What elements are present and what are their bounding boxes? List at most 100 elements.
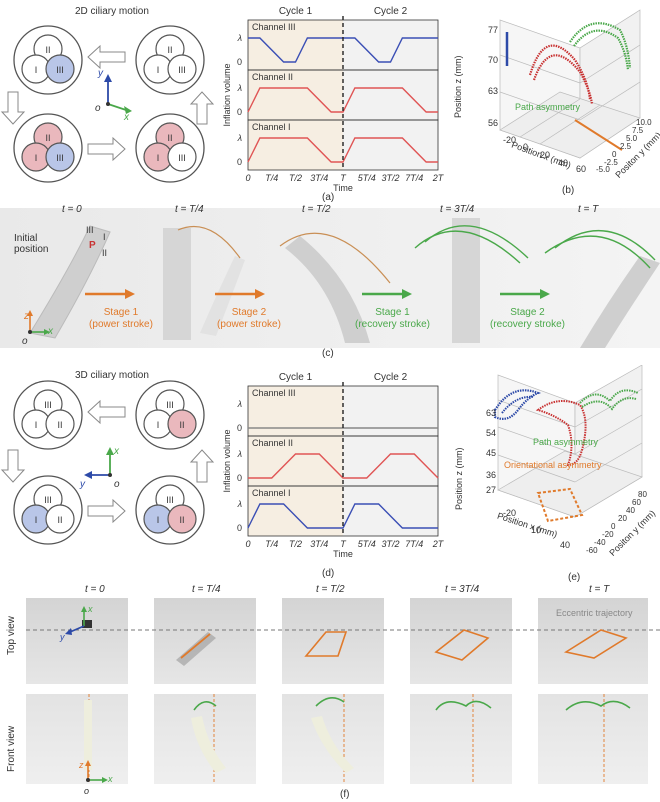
b-xtick-3: 20 <box>540 150 551 160</box>
stage-label-3: Stage 1 (recovery stroke) <box>355 307 431 330</box>
b-annotation: Path asymmetry <box>515 102 581 112</box>
e-zlabel: Position z (mm) <box>454 447 464 510</box>
caption-a: (a) <box>322 192 335 203</box>
chart-a-ytickL-2: λ <box>237 83 242 93</box>
panel-e-3d-plot <box>493 365 643 523</box>
axes-a <box>104 74 132 114</box>
actuator-unit-d4: III I II <box>135 475 205 545</box>
caption-c: (c) <box>322 348 334 359</box>
chart-d-ytick0-1: 0 <box>237 423 242 433</box>
chart-a-subplot-3 <box>247 119 439 171</box>
svg-text:II: II <box>179 515 184 525</box>
caption-b: (b) <box>562 185 575 196</box>
b-ytick-3: 0 <box>612 150 617 159</box>
e-ytick-4: 0 <box>611 522 616 531</box>
f-top-view-label: Top view <box>6 616 17 655</box>
caption-f: (f) <box>340 789 350 800</box>
stage-arrow-2 <box>215 289 265 299</box>
chart-a-xtick-7: 7T/4 <box>405 173 423 183</box>
c-time-1: t = T/4 <box>175 204 204 215</box>
chart-a-xtick-2: T/2 <box>289 173 302 183</box>
e-xtick-3: 40 <box>560 540 571 550</box>
f-eccentric-label: Eccentric trajectory <box>556 608 633 618</box>
arrow-right <box>87 136 126 162</box>
chart-d-ytickL-2: λ <box>237 449 242 459</box>
b-ytick-2: -2.5 <box>604 158 618 167</box>
e-ytick-5: 20 <box>618 514 627 523</box>
b-ytick-5: 5.0 <box>626 134 638 143</box>
chart-d-xtick-3: 3T/4 <box>310 539 328 549</box>
c-initial-label: Initial position <box>14 233 49 255</box>
arrow-up <box>189 91 215 125</box>
svg-text:II: II <box>179 420 184 430</box>
svg-text:I: I <box>157 65 160 75</box>
e-ztick-1: 63 <box>486 408 497 418</box>
f-front-view-label: Front view <box>6 725 17 772</box>
chart-a-xtick-8: 2T <box>432 173 445 183</box>
f-axis-x-top: x <box>88 604 93 614</box>
d-axis-o: o <box>114 479 120 490</box>
chart-a-xtick-0: 0 <box>245 173 250 183</box>
e-trajectory-green <box>579 389 639 404</box>
chart-d-xtick-8: 2T <box>432 539 445 549</box>
stage-label-2: Stage 2 (power stroke) <box>217 307 281 330</box>
b-zlabel: Position z (mm) <box>453 55 463 118</box>
svg-text:II: II <box>167 45 172 55</box>
actuator-unit-d2: III I II <box>135 380 205 450</box>
d-axis-x: x <box>114 446 119 457</box>
chart-d-channel-label-2: Channel II <box>252 438 293 448</box>
c-time-4: t = T <box>578 204 599 215</box>
chart-a-ytickL-1: λ <box>237 33 242 43</box>
actuator-unit-d3: III I II <box>13 475 83 545</box>
e-ytick-2: -40 <box>594 538 606 547</box>
b-ztick-2: 70 <box>488 55 499 65</box>
d-axis-y: y <box>80 479 85 490</box>
chart-d-ytickL-3: λ <box>237 499 242 509</box>
f-axis-x-bottom: x <box>108 774 113 784</box>
c-mark-iii: III <box>86 225 94 235</box>
trajectory-green-2 <box>573 29 630 71</box>
caption-d: (d) <box>322 568 335 579</box>
svg-text:I: I <box>35 515 38 525</box>
svg-text:I: I <box>35 420 38 430</box>
svg-text:III: III <box>56 65 64 75</box>
f-axes-top <box>65 606 87 635</box>
chart-d-subplot-3 <box>247 485 439 537</box>
b-ytick-7: 10.0 <box>636 118 652 127</box>
actuator-unit-3: II I III <box>13 113 83 183</box>
svg-text:I: I <box>35 153 38 163</box>
e-ytick-7: 60 <box>632 498 641 507</box>
f-time-0: t = 0 <box>85 584 105 595</box>
b-xtick-1: -20 <box>503 135 517 145</box>
chart-a-series-2 <box>247 87 438 113</box>
stage-label-1: Stage 1 (power stroke) <box>89 307 153 330</box>
stage-label-4: Stage 2 (recovery stroke) <box>490 307 566 330</box>
panel-a-title: 2D ciliary motion <box>75 6 149 17</box>
e-ytick-3: -20 <box>602 530 614 539</box>
e-xtick-2: 10 <box>531 525 542 535</box>
c-time-0: t = 0 <box>62 204 82 215</box>
b-xtick-5: 60 <box>576 164 587 174</box>
chart-d-series-2 <box>248 453 439 479</box>
chart-a-ytick0-2: 0 <box>237 107 242 117</box>
arrow-d-up <box>189 449 215 483</box>
e-trajectory-blue <box>493 389 542 420</box>
svg-text:I: I <box>157 515 160 525</box>
panel-d-diagram: III I II III I II III I II III <box>0 380 215 545</box>
b-ztick-1: 77 <box>488 25 499 35</box>
c-axis-z: z <box>24 311 29 322</box>
axis-o-label: o <box>95 103 101 114</box>
chart-d-ytick0-3: 0 <box>237 523 242 533</box>
chart-a-series-3 <box>247 137 438 163</box>
svg-text:II: II <box>45 45 50 55</box>
chart-a-ytickL-3: λ <box>237 133 242 143</box>
e-ztick-3: 45 <box>486 448 497 458</box>
chart-d-xlabel: Time <box>333 549 353 559</box>
c-mark-ii: II <box>102 248 108 258</box>
actuator-unit-d1: III I II <box>13 380 83 450</box>
chart-d-xtick-2: T/2 <box>289 539 302 549</box>
axis-y-label: y <box>98 68 103 79</box>
c-mark-i: I <box>103 232 106 242</box>
chart-a-ytick0-1: 0 <box>237 57 242 67</box>
chart-d-xtick-4: T <box>340 539 347 549</box>
